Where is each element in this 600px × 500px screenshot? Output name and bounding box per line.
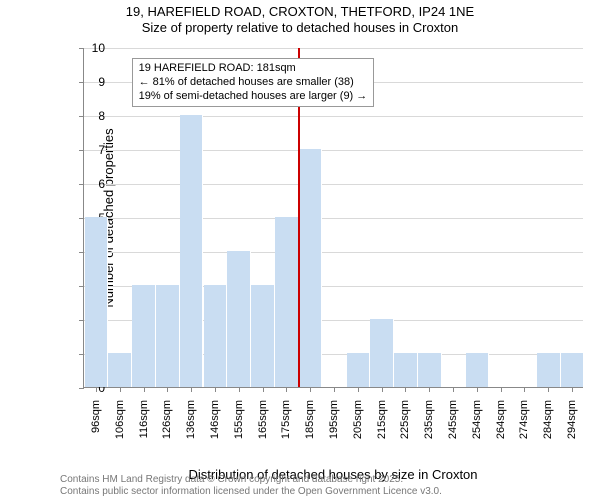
y-tick-label: 10 (81, 41, 105, 55)
histogram-bar (537, 353, 561, 387)
gridline (84, 48, 583, 49)
gridline (84, 116, 583, 117)
histogram-bar (227, 251, 251, 387)
marker-info-box: 19 HAREFIELD ROAD: 181sqm← 81% of detach… (132, 58, 375, 107)
title-line-2: Size of property relative to detached ho… (0, 20, 600, 36)
histogram-bar (132, 285, 156, 387)
y-tick-label: 7 (81, 143, 105, 157)
plot-area: 01234567891096sqm106sqm116sqm126sqm136sq… (83, 48, 583, 388)
x-tick-label: 136sqm (185, 400, 197, 460)
histogram-bar (251, 285, 275, 387)
info-box-line: 19% of semi-detached houses are larger (… (139, 90, 368, 104)
x-tick-label: 185sqm (304, 400, 316, 460)
x-tick-label: 175sqm (280, 400, 292, 460)
title-block: 19, HAREFIELD ROAD, CROXTON, THETFORD, I… (0, 0, 600, 37)
x-tick-mark (144, 387, 145, 392)
x-tick-mark (548, 387, 549, 392)
x-tick-mark (167, 387, 168, 392)
x-tick-mark (334, 387, 335, 392)
x-tick-label: 284sqm (542, 400, 554, 460)
histogram-bar (156, 285, 180, 387)
x-tick-label: 146sqm (209, 400, 221, 460)
histogram-bar (108, 353, 132, 387)
gridline (84, 252, 583, 253)
x-tick-mark (191, 387, 192, 392)
histogram-bar (85, 217, 109, 387)
x-tick-label: 215sqm (376, 400, 388, 460)
x-tick-label: 225sqm (399, 400, 411, 460)
histogram-bar (204, 285, 228, 387)
attribution-footer: Contains HM Land Registry data © Crown c… (60, 474, 442, 498)
x-tick-mark (382, 387, 383, 392)
x-tick-mark (215, 387, 216, 392)
x-tick-label: 96sqm (90, 400, 102, 460)
x-tick-label: 195sqm (328, 400, 340, 460)
x-tick-label: 116sqm (138, 400, 150, 460)
x-tick-label: 254sqm (471, 400, 483, 460)
histogram-bar (180, 115, 204, 387)
chart-container: 19, HAREFIELD ROAD, CROXTON, THETFORD, I… (0, 0, 600, 500)
x-tick-mark (405, 387, 406, 392)
histogram-bar (394, 353, 418, 387)
info-box-line: ← 81% of detached houses are smaller (38… (139, 76, 368, 90)
x-tick-label: 235sqm (423, 400, 435, 460)
x-tick-mark (429, 387, 430, 392)
y-tick-label: 9 (81, 75, 105, 89)
gridline (84, 184, 583, 185)
x-tick-label: 126sqm (161, 400, 173, 460)
y-tick-label: 8 (81, 109, 105, 123)
x-tick-label: 165sqm (257, 400, 269, 460)
footer-line-1: Contains HM Land Registry data © Crown c… (60, 474, 442, 486)
x-tick-mark (477, 387, 478, 392)
x-tick-mark (239, 387, 240, 392)
y-tick-label: 6 (81, 177, 105, 191)
histogram-bar (347, 353, 371, 387)
gridline (84, 218, 583, 219)
x-tick-mark (501, 387, 502, 392)
x-tick-mark (96, 387, 97, 392)
histogram-bar (466, 353, 490, 387)
footer-line-2: Contains public sector information licen… (60, 486, 442, 498)
histogram-bar (418, 353, 442, 387)
info-box-line: 19 HAREFIELD ROAD: 181sqm (139, 62, 368, 76)
x-tick-mark (358, 387, 359, 392)
histogram-bar (561, 353, 585, 387)
x-tick-mark (453, 387, 454, 392)
x-tick-mark (524, 387, 525, 392)
x-tick-label: 264sqm (495, 400, 507, 460)
x-tick-label: 245sqm (447, 400, 459, 460)
histogram-bar (275, 217, 299, 387)
histogram-bar (370, 319, 394, 387)
x-tick-label: 294sqm (566, 400, 578, 460)
x-tick-label: 155sqm (233, 400, 245, 460)
histogram-bar (299, 149, 323, 387)
x-tick-mark (286, 387, 287, 392)
x-tick-label: 106sqm (114, 400, 126, 460)
x-tick-label: 205sqm (352, 400, 364, 460)
title-line-1: 19, HAREFIELD ROAD, CROXTON, THETFORD, I… (0, 4, 600, 20)
x-tick-mark (572, 387, 573, 392)
x-tick-mark (310, 387, 311, 392)
x-tick-mark (120, 387, 121, 392)
x-tick-mark (263, 387, 264, 392)
gridline (84, 150, 583, 151)
x-tick-label: 274sqm (518, 400, 530, 460)
chart-wrap: Number of detached properties 0123456789… (55, 48, 585, 418)
